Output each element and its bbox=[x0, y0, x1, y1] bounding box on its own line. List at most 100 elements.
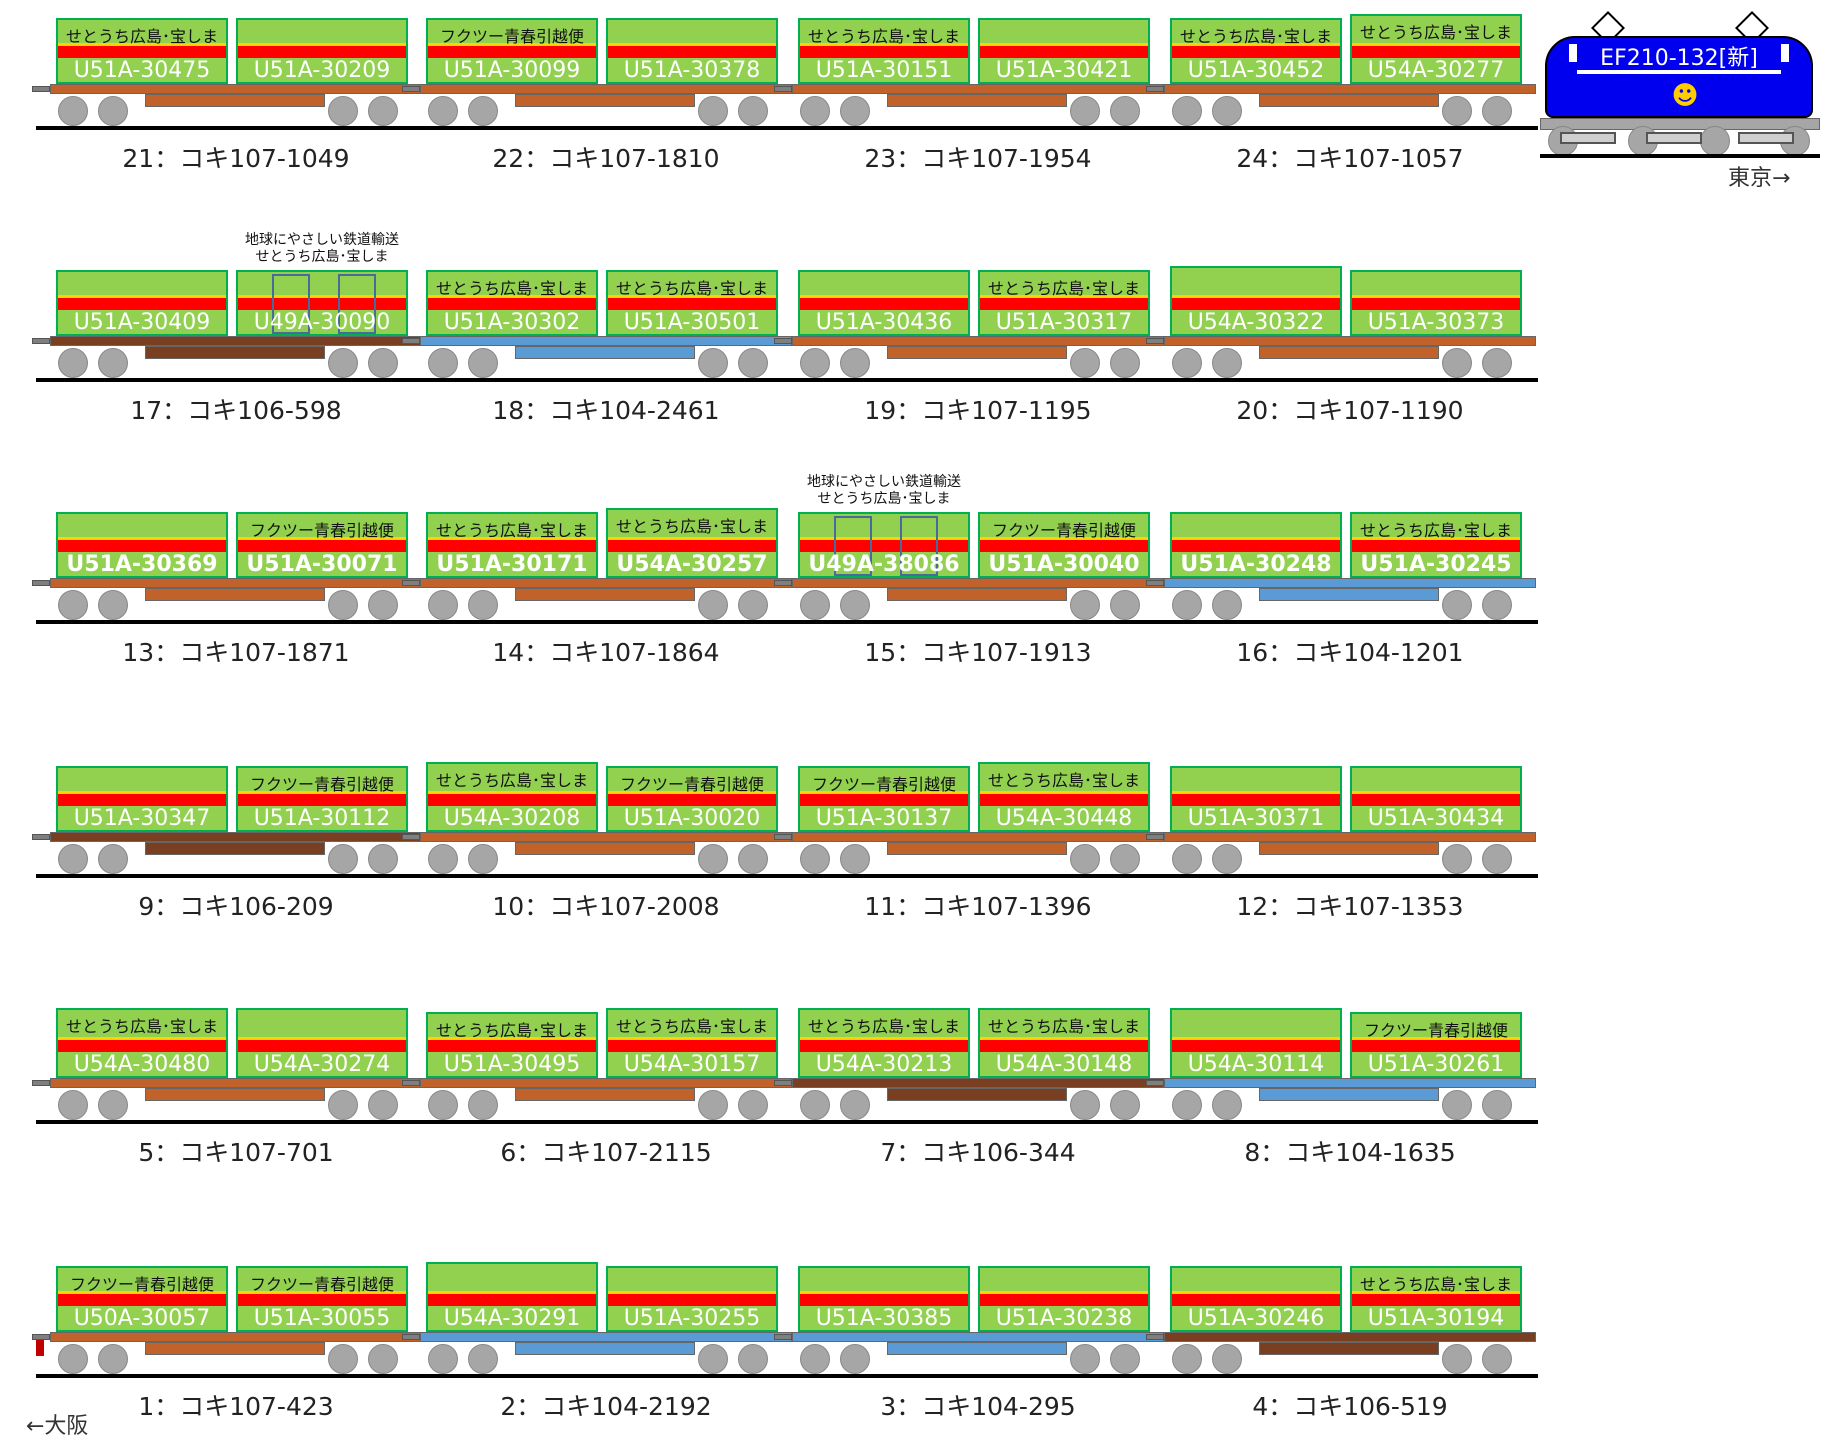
car-label: 2：コキ104-2192 bbox=[500, 1392, 712, 1421]
car-center-beam bbox=[887, 1088, 1067, 1101]
rail bbox=[36, 874, 424, 878]
freight-car: せとうち広島･宝しま U51A-30495 せとうち広島･宝しま U54A-30157… bbox=[402, 1008, 794, 1178]
container-red-band bbox=[428, 298, 596, 310]
car-underframe bbox=[792, 1078, 1164, 1088]
container-red-band bbox=[428, 1040, 596, 1052]
car-underframe bbox=[792, 336, 1164, 346]
car-wheel bbox=[1482, 96, 1512, 126]
car-wheel bbox=[1482, 844, 1512, 874]
car-label: 16：コキ104-1201 bbox=[1236, 638, 1464, 667]
container-yellow-band bbox=[608, 791, 776, 794]
locomotive-wheel bbox=[1700, 126, 1730, 156]
container: せとうち広島･宝しま U51A-30475 bbox=[56, 18, 228, 84]
car-wheel bbox=[1172, 590, 1202, 620]
origin-label: ←大阪 bbox=[26, 1414, 89, 1439]
container-red-band bbox=[1352, 1294, 1520, 1306]
container-door bbox=[338, 274, 376, 334]
container-red-band bbox=[238, 1040, 406, 1052]
car-label: 8：コキ104-1635 bbox=[1244, 1138, 1456, 1167]
car-coupler bbox=[1146, 338, 1164, 344]
container-number: U54A-30208 bbox=[443, 806, 581, 831]
locomotive: EF210-132[新] ☻ bbox=[1540, 11, 1820, 164]
car-wheel bbox=[98, 96, 128, 126]
car-wheel bbox=[698, 96, 728, 126]
car-wheel bbox=[800, 96, 830, 126]
container: せとうち広島･宝しま U51A-30151 bbox=[798, 18, 970, 84]
container-yellow-band bbox=[238, 1291, 406, 1294]
container-red-band bbox=[980, 46, 1148, 58]
container: せとうち広島･宝しま U51A-30452 bbox=[1170, 18, 1342, 84]
container-number: U51A-30317 bbox=[995, 310, 1133, 335]
car-wheel bbox=[1172, 844, 1202, 874]
container: U51A-30373 bbox=[1350, 270, 1522, 336]
container-slogan: フクツー青春引越便 bbox=[249, 1275, 394, 1294]
container: フクツー青春引越便 U51A-30099 bbox=[426, 18, 598, 84]
container-number: U54A-30157 bbox=[623, 1052, 761, 1077]
car-wheel bbox=[1172, 1344, 1202, 1374]
container-number: U51A-30369 bbox=[66, 552, 218, 577]
container-caption-line: せとうち広島･宝しま bbox=[817, 491, 951, 507]
container: U51A-30434 bbox=[1350, 766, 1522, 832]
container: せとうち広島･宝しま U54A-30257 bbox=[606, 508, 778, 578]
container: U51A-30238 bbox=[978, 1266, 1150, 1332]
container-slogan: せとうち広島･宝しま bbox=[987, 279, 1140, 298]
container-slogan: せとうち広島･宝しま bbox=[435, 521, 588, 540]
car-label: 3：コキ104-295 bbox=[880, 1392, 1076, 1421]
car-wheel bbox=[328, 590, 358, 620]
container: U54A-30322 bbox=[1170, 266, 1342, 336]
container-yellow-band bbox=[1352, 1291, 1520, 1294]
container-red-band bbox=[428, 1294, 596, 1306]
freight-car: U51A-30409 U49A-30090 地球にやさしい鉄道輸送 せとうち広島･宝し… bbox=[32, 232, 424, 436]
car-center-beam bbox=[1259, 588, 1439, 601]
car-wheel bbox=[1442, 590, 1472, 620]
rail bbox=[778, 874, 1166, 878]
car-center-beam bbox=[887, 346, 1067, 359]
car-coupler bbox=[774, 86, 792, 92]
container-red-band bbox=[1172, 46, 1340, 58]
car-wheel bbox=[800, 348, 830, 378]
car-wheel bbox=[58, 590, 88, 620]
container-red-band bbox=[1172, 1294, 1340, 1306]
car-coupler bbox=[402, 1334, 420, 1340]
rail bbox=[1150, 874, 1538, 878]
container-yellow-band bbox=[428, 1291, 596, 1294]
container-slogan: フクツー青春引越便 bbox=[249, 775, 394, 794]
car-coupler bbox=[402, 580, 420, 586]
container-yellow-band bbox=[58, 295, 226, 298]
container-number: U51A-30373 bbox=[1367, 310, 1505, 335]
container-red-band bbox=[608, 1294, 776, 1306]
car-label: 17：コキ106-598 bbox=[130, 396, 342, 425]
container-yellow-band bbox=[800, 295, 968, 298]
container-slogan: フクツー青春引越便 bbox=[69, 1275, 214, 1294]
container-yellow-band bbox=[1352, 295, 1520, 298]
car-center-beam bbox=[1259, 94, 1439, 107]
container-number: U54A-30448 bbox=[995, 806, 1133, 831]
car-underframe bbox=[420, 1332, 792, 1342]
car-wheel bbox=[1212, 1090, 1242, 1120]
car-underframe bbox=[1164, 1078, 1536, 1088]
car-underframe bbox=[792, 84, 1164, 94]
car-coupler bbox=[32, 580, 50, 586]
container-red-band bbox=[238, 1294, 406, 1306]
car-wheel bbox=[328, 1090, 358, 1120]
car-coupler bbox=[402, 86, 420, 92]
car-underframe bbox=[1164, 336, 1536, 346]
container-slogan: フクツー青春引越便 bbox=[991, 521, 1136, 540]
container-red-band bbox=[800, 1040, 968, 1052]
container-number: U51A-30194 bbox=[1367, 1306, 1505, 1331]
locomotive-body: EF210-132[新] ☻ bbox=[1545, 36, 1813, 118]
container-number: U51A-30246 bbox=[1187, 1306, 1325, 1331]
freight-car: U51A-30347 フクツー青春引越便 U51A-30112 9：コキ106-209 bbox=[32, 762, 424, 932]
container-number: U50A-30057 bbox=[73, 1306, 211, 1331]
car-coupler bbox=[1146, 580, 1164, 586]
freight-car: U54A-30114 フクツー青春引越便 U51A-30261 8：コキ104-163… bbox=[1146, 1008, 1538, 1178]
car-wheel bbox=[1070, 96, 1100, 126]
container-yellow-band bbox=[1352, 537, 1520, 540]
container-slogan: せとうち広島･宝しま bbox=[1179, 27, 1332, 46]
car-wheel bbox=[698, 1344, 728, 1374]
car-wheel bbox=[328, 1344, 358, 1374]
car-coupler bbox=[1146, 834, 1164, 840]
freight-car: U51A-30371 U51A-30434 12：コキ107-1353 bbox=[1146, 762, 1538, 932]
car-wheel bbox=[98, 1090, 128, 1120]
container-door bbox=[900, 516, 938, 576]
